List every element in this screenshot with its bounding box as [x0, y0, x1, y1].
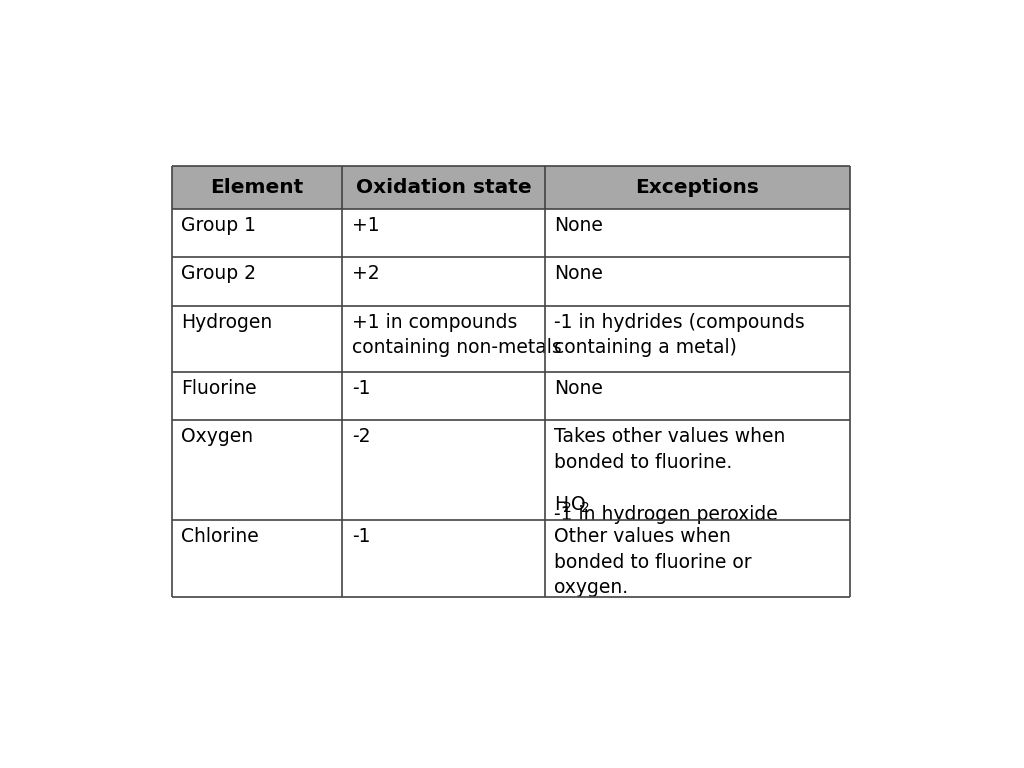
Bar	[172, 257, 850, 306]
Text: +1: +1	[352, 216, 380, 235]
Bar	[172, 166, 850, 209]
Text: Group 2: Group 2	[181, 264, 256, 283]
Text: -1 in hydrides (compounds
containing a metal): -1 in hydrides (compounds containing a m…	[554, 313, 805, 357]
Text: +1 in compounds
containing non-metals: +1 in compounds containing non-metals	[352, 313, 561, 357]
Bar	[172, 420, 850, 520]
Bar	[172, 372, 850, 420]
Text: None: None	[554, 216, 603, 235]
Text: None: None	[554, 264, 603, 283]
Text: None: None	[554, 379, 603, 398]
Text: 2: 2	[563, 502, 572, 515]
Bar	[172, 306, 850, 372]
Text: Fluorine: Fluorine	[181, 379, 257, 398]
Text: Exceptions: Exceptions	[636, 178, 760, 197]
Text: Chlorine: Chlorine	[181, 527, 259, 546]
Text: O: O	[570, 495, 586, 515]
Text: Hydrogen: Hydrogen	[181, 313, 272, 332]
Text: 2: 2	[582, 502, 590, 515]
Text: +2: +2	[352, 264, 380, 283]
Text: H: H	[554, 495, 568, 515]
Text: Element: Element	[210, 178, 303, 197]
Text: -2: -2	[352, 428, 371, 446]
Text: Oxidation state: Oxidation state	[355, 178, 531, 197]
Bar	[172, 209, 850, 257]
Bar	[172, 520, 850, 597]
Text: -1: -1	[352, 379, 371, 398]
Text: Other values when
bonded to fluorine or
oxygen.: Other values when bonded to fluorine or …	[554, 527, 752, 598]
Text: Takes other values when
bonded to fluorine.

-1 in hydrogen peroxide: Takes other values when bonded to fluori…	[554, 428, 785, 524]
Text: Oxygen: Oxygen	[181, 428, 253, 446]
Text: -1: -1	[352, 527, 371, 546]
Text: Group 1: Group 1	[181, 216, 256, 235]
